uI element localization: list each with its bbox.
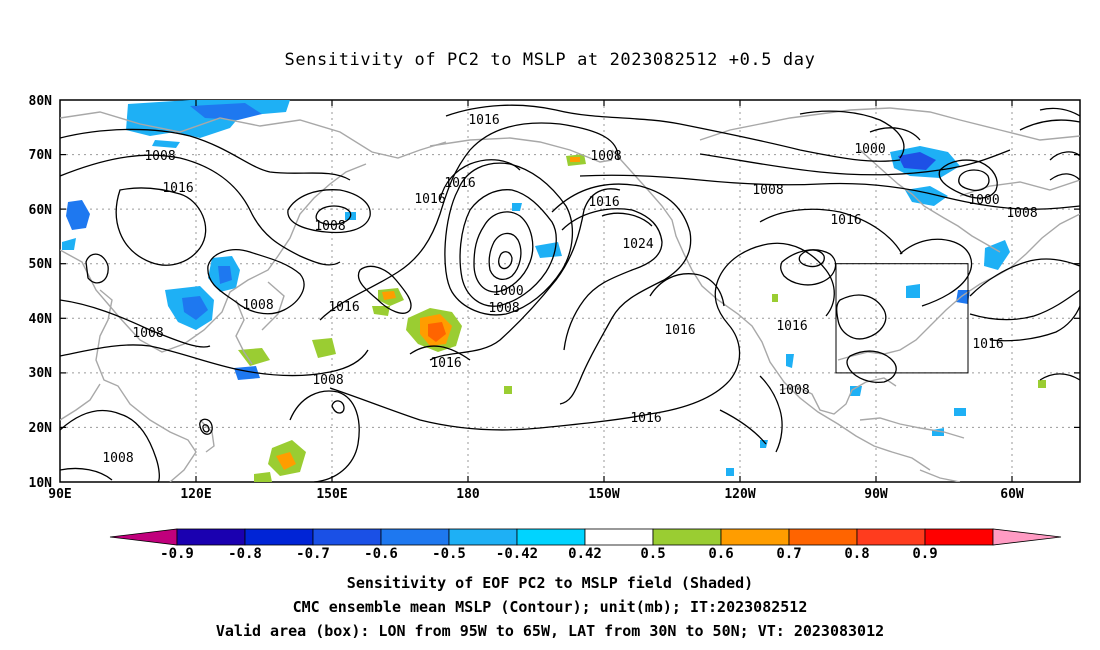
colorbar-segment (516, 528, 586, 546)
colorbar-segment (924, 528, 994, 546)
contour-label: 1016 (162, 181, 193, 196)
caption-contour: CMC ensemble mean MSLP (Contour); unit(m… (292, 598, 808, 616)
valid-area-box (835, 263, 969, 374)
colorbar-arrow-right (992, 528, 1062, 546)
contour-label: 1024 (622, 237, 653, 252)
lat-label: 80N (29, 94, 53, 109)
coastlines (60, 107, 1080, 482)
colorbar-segment (244, 528, 314, 546)
colorbar-label: 0.8 (844, 546, 869, 562)
contour-label: 1008 (752, 183, 783, 198)
contour-label: 1008 (242, 298, 273, 313)
colorbar-segment (448, 528, 518, 546)
colorbar-segment (312, 528, 382, 546)
longitude-labels: 90E 120E 150E 180 150W 120W 90W 60W (48, 487, 1024, 502)
colorbar-label: -0.5 (432, 546, 466, 562)
colorbar-segment (176, 528, 246, 546)
contour-label: 1016 (430, 356, 461, 371)
lon-label: 90W (864, 487, 888, 502)
contour-label: 1000 (968, 193, 999, 208)
contour-label: 1016 (588, 195, 619, 210)
colorbar-segment (856, 528, 926, 546)
colorbar-label: 0.5 (640, 546, 665, 562)
lat-label: 60N (29, 203, 53, 218)
contour-label: 1008 (132, 326, 163, 341)
colorbar-label: -0.9 (160, 546, 194, 562)
mslp-contours (60, 104, 1080, 482)
contour-label: 1000 (854, 142, 885, 157)
contour-label: 1008 (102, 451, 133, 466)
contour-label: 1016 (444, 176, 475, 191)
lon-label: 60W (1000, 487, 1024, 502)
chart-title: Sensitivity of PC2 to MSLP at 2023082512… (284, 50, 816, 70)
lat-label: 30N (29, 366, 53, 381)
contour-label: 1016 (468, 113, 499, 128)
colorbar-label: 0.42 (568, 546, 602, 562)
colorbar-label: -0.6 (364, 546, 398, 562)
lat-label: 20N (29, 421, 53, 436)
contour-label: 1008 (590, 149, 621, 164)
contour-label: 1000 (492, 284, 523, 299)
contour-label: 1016 (972, 337, 1003, 352)
colorbar-label: -0.7 (296, 546, 330, 562)
colorbar-label: -0.42 (496, 546, 538, 562)
contour-label: 1008 (488, 301, 519, 316)
colorbar-label: -0.8 (228, 546, 262, 562)
contour-label: 1016 (414, 192, 445, 207)
colorbar-segment (788, 528, 858, 546)
colorbar-segment (584, 528, 654, 546)
contour-label: 1008 (314, 219, 345, 234)
colorbar-segment (720, 528, 790, 546)
lon-label: 120E (180, 487, 211, 502)
colorbar-arrow-left (109, 528, 178, 546)
colorbar-label: 0.7 (776, 546, 801, 562)
contour-label: 1008 (312, 373, 343, 388)
caption-valid-area: Valid area (box): LON from 95W to 65W, L… (215, 622, 885, 640)
contour-labels: 1016 1008 1008 1016 1016 1016 1008 1008 … (102, 113, 1037, 466)
colorbar-label: 0.9 (912, 546, 937, 562)
contour-label: 1016 (630, 411, 661, 426)
colorbar-labels: -0.9 -0.8 -0.7 -0.6 -0.5 -0.42 0.42 0.5 … (160, 546, 938, 562)
positive-sensitivity-shading (238, 154, 1046, 482)
lon-label: 150W (588, 487, 619, 502)
contour-label: 1016 (776, 319, 807, 334)
lat-label: 50N (29, 257, 53, 272)
caption-shading: Sensitivity of EOF PC2 to MSLP field (Sh… (346, 574, 754, 592)
contour-label: 1016 (830, 213, 861, 228)
lat-label: 40N (29, 312, 53, 327)
axis-ticks (60, 100, 1080, 482)
contour-label: 1016 (328, 300, 359, 315)
contour-label: 1008 (778, 383, 809, 398)
negative-sensitivity-shading (62, 100, 1010, 476)
contour-label: 1008 (1006, 206, 1037, 221)
lon-label: 180 (456, 487, 480, 502)
lon-label: 120W (724, 487, 755, 502)
contour-label: 1016 (664, 323, 695, 338)
lat-label: 10N (29, 476, 53, 491)
lon-label: 90E (48, 487, 71, 502)
lon-label: 150E (316, 487, 347, 502)
latitude-labels: 80N 70N 60N 50N 40N 30N 20N 10N (29, 94, 53, 491)
colorbar-label: 0.6 (708, 546, 733, 562)
lat-label: 70N (29, 148, 53, 163)
colorbar-segment (652, 528, 722, 546)
colorbar-segment (380, 528, 450, 546)
contour-label: 1008 (144, 149, 175, 164)
colorbar (109, 528, 1062, 546)
